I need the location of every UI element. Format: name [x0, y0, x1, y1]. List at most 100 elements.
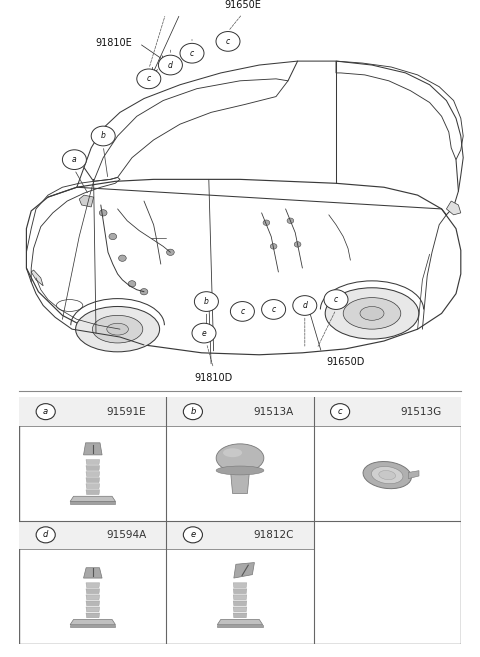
Text: e: e — [191, 530, 195, 539]
Circle shape — [192, 323, 216, 343]
Circle shape — [109, 233, 117, 240]
Polygon shape — [233, 613, 247, 618]
Text: 91810E: 91810E — [95, 38, 132, 49]
Text: a: a — [43, 407, 48, 416]
Circle shape — [158, 55, 182, 75]
Text: 91812C: 91812C — [253, 530, 294, 540]
Circle shape — [128, 281, 136, 287]
Polygon shape — [233, 583, 247, 587]
Circle shape — [119, 255, 126, 261]
Polygon shape — [79, 195, 94, 207]
Text: b: b — [204, 297, 209, 306]
Circle shape — [230, 302, 254, 321]
Circle shape — [183, 527, 203, 543]
Polygon shape — [70, 625, 116, 627]
Circle shape — [293, 296, 317, 315]
Text: c: c — [272, 305, 276, 314]
Circle shape — [331, 403, 349, 420]
Polygon shape — [217, 620, 263, 625]
Polygon shape — [86, 466, 100, 470]
Text: 91650E: 91650E — [224, 0, 261, 10]
Polygon shape — [86, 460, 100, 464]
Polygon shape — [86, 595, 100, 600]
FancyBboxPatch shape — [19, 397, 167, 426]
Circle shape — [36, 403, 55, 420]
Text: e: e — [202, 328, 206, 338]
Ellipse shape — [325, 288, 419, 339]
Polygon shape — [70, 620, 116, 625]
Polygon shape — [86, 490, 100, 495]
Text: b: b — [101, 131, 106, 141]
Circle shape — [91, 126, 115, 146]
Polygon shape — [446, 201, 461, 215]
Polygon shape — [233, 607, 247, 612]
Polygon shape — [234, 562, 254, 578]
Text: 91650D: 91650D — [326, 357, 365, 367]
Circle shape — [263, 220, 270, 225]
Polygon shape — [217, 625, 263, 627]
Ellipse shape — [75, 306, 159, 352]
Text: d: d — [43, 530, 48, 539]
Polygon shape — [31, 270, 43, 286]
Text: c: c — [240, 307, 244, 316]
Text: 91810D: 91810D — [194, 373, 233, 382]
Text: 91513G: 91513G — [400, 407, 442, 417]
Circle shape — [270, 244, 277, 249]
Polygon shape — [233, 589, 247, 594]
Circle shape — [324, 290, 348, 309]
Text: c: c — [334, 295, 338, 304]
Circle shape — [140, 288, 148, 295]
Text: d: d — [168, 60, 173, 70]
FancyBboxPatch shape — [167, 397, 313, 426]
Polygon shape — [230, 470, 250, 493]
Circle shape — [294, 242, 301, 247]
Polygon shape — [84, 568, 102, 578]
Circle shape — [167, 249, 174, 256]
Polygon shape — [86, 613, 100, 618]
Text: d: d — [302, 301, 307, 310]
Ellipse shape — [372, 466, 403, 484]
Ellipse shape — [223, 448, 242, 457]
Polygon shape — [86, 601, 100, 606]
Circle shape — [262, 300, 286, 319]
Ellipse shape — [92, 315, 143, 343]
FancyBboxPatch shape — [167, 520, 313, 549]
Circle shape — [216, 32, 240, 51]
Ellipse shape — [216, 466, 264, 475]
Text: c: c — [338, 407, 342, 416]
Text: 91513A: 91513A — [254, 407, 294, 417]
Circle shape — [180, 43, 204, 63]
Polygon shape — [86, 472, 100, 476]
Polygon shape — [233, 601, 247, 606]
Circle shape — [36, 527, 55, 543]
Ellipse shape — [107, 323, 129, 335]
Polygon shape — [86, 484, 100, 489]
Text: 91594A: 91594A — [107, 530, 147, 540]
Ellipse shape — [379, 470, 396, 480]
Ellipse shape — [360, 306, 384, 321]
Ellipse shape — [343, 298, 401, 329]
Text: c: c — [226, 37, 230, 46]
Polygon shape — [408, 470, 419, 479]
Polygon shape — [86, 478, 100, 482]
Text: a: a — [72, 155, 77, 164]
Polygon shape — [84, 443, 102, 455]
Text: b: b — [190, 407, 195, 416]
FancyBboxPatch shape — [19, 520, 167, 549]
Polygon shape — [86, 589, 100, 594]
Text: c: c — [190, 49, 194, 58]
Circle shape — [137, 69, 161, 89]
Circle shape — [287, 218, 294, 223]
Circle shape — [99, 210, 107, 216]
Polygon shape — [86, 583, 100, 587]
Circle shape — [62, 150, 86, 170]
Polygon shape — [233, 595, 247, 600]
Text: c: c — [147, 74, 151, 83]
Polygon shape — [70, 496, 116, 501]
Circle shape — [194, 292, 218, 311]
Ellipse shape — [363, 461, 411, 489]
Polygon shape — [86, 607, 100, 612]
Polygon shape — [70, 501, 116, 504]
Text: 91591E: 91591E — [107, 407, 146, 417]
Circle shape — [183, 403, 203, 420]
